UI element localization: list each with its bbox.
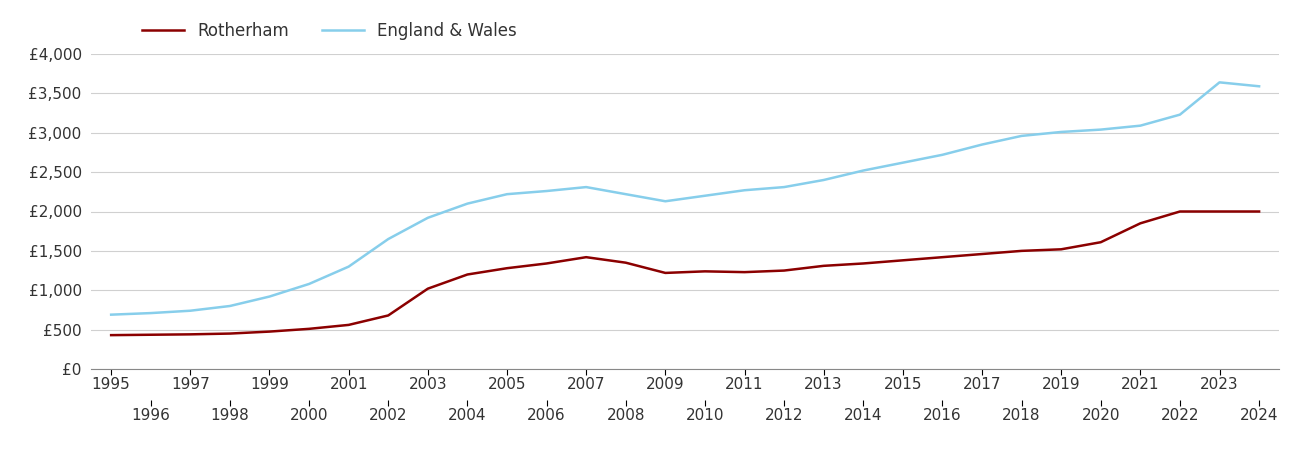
Line: England & Wales: England & Wales <box>111 82 1259 315</box>
England & Wales <box>619 192 634 197</box>
Rotherham <box>381 313 397 318</box>
Rotherham <box>103 333 119 338</box>
Rotherham <box>934 254 950 260</box>
Rotherham <box>262 329 278 334</box>
England & Wales <box>1014 133 1030 139</box>
England & Wales <box>1133 123 1148 128</box>
Rotherham <box>144 332 159 338</box>
Rotherham <box>895 257 911 263</box>
Rotherham <box>975 251 990 256</box>
Rotherham <box>500 266 515 271</box>
Rotherham <box>658 270 673 275</box>
England & Wales <box>1053 129 1069 135</box>
England & Wales <box>144 310 159 316</box>
England & Wales <box>776 184 792 190</box>
England & Wales <box>578 184 594 190</box>
Rotherham <box>776 268 792 273</box>
England & Wales <box>895 160 911 165</box>
England & Wales <box>856 168 872 173</box>
England & Wales <box>381 236 397 242</box>
Rotherham <box>1212 209 1228 214</box>
England & Wales <box>500 192 515 197</box>
Rotherham <box>222 331 238 336</box>
Rotherham <box>459 272 475 277</box>
England & Wales <box>697 193 713 198</box>
Legend: Rotherham, England & Wales: Rotherham, England & Wales <box>136 15 523 46</box>
England & Wales <box>103 312 119 317</box>
Rotherham <box>737 270 753 275</box>
Rotherham <box>1094 239 1109 245</box>
England & Wales <box>420 215 436 220</box>
Rotherham <box>697 269 713 274</box>
England & Wales <box>539 188 555 194</box>
England & Wales <box>934 152 950 158</box>
Rotherham <box>420 286 436 292</box>
Rotherham <box>1053 247 1069 252</box>
Rotherham <box>1014 248 1030 253</box>
England & Wales <box>1212 80 1228 85</box>
England & Wales <box>301 281 317 287</box>
Rotherham <box>1251 209 1267 214</box>
England & Wales <box>341 264 356 269</box>
Rotherham <box>816 263 831 269</box>
Rotherham <box>341 322 356 328</box>
England & Wales <box>262 294 278 299</box>
Rotherham <box>183 332 198 337</box>
Line: Rotherham: Rotherham <box>111 212 1259 335</box>
England & Wales <box>183 308 198 313</box>
Rotherham <box>301 326 317 332</box>
Rotherham <box>1172 209 1188 214</box>
Rotherham <box>619 260 634 265</box>
Rotherham <box>578 254 594 260</box>
England & Wales <box>459 201 475 206</box>
Rotherham <box>1133 220 1148 226</box>
England & Wales <box>1094 127 1109 132</box>
England & Wales <box>816 177 831 183</box>
Rotherham <box>539 261 555 266</box>
England & Wales <box>975 142 990 147</box>
Rotherham <box>856 261 872 266</box>
England & Wales <box>1172 112 1188 117</box>
England & Wales <box>658 198 673 204</box>
England & Wales <box>222 303 238 309</box>
England & Wales <box>737 188 753 193</box>
England & Wales <box>1251 84 1267 89</box>
